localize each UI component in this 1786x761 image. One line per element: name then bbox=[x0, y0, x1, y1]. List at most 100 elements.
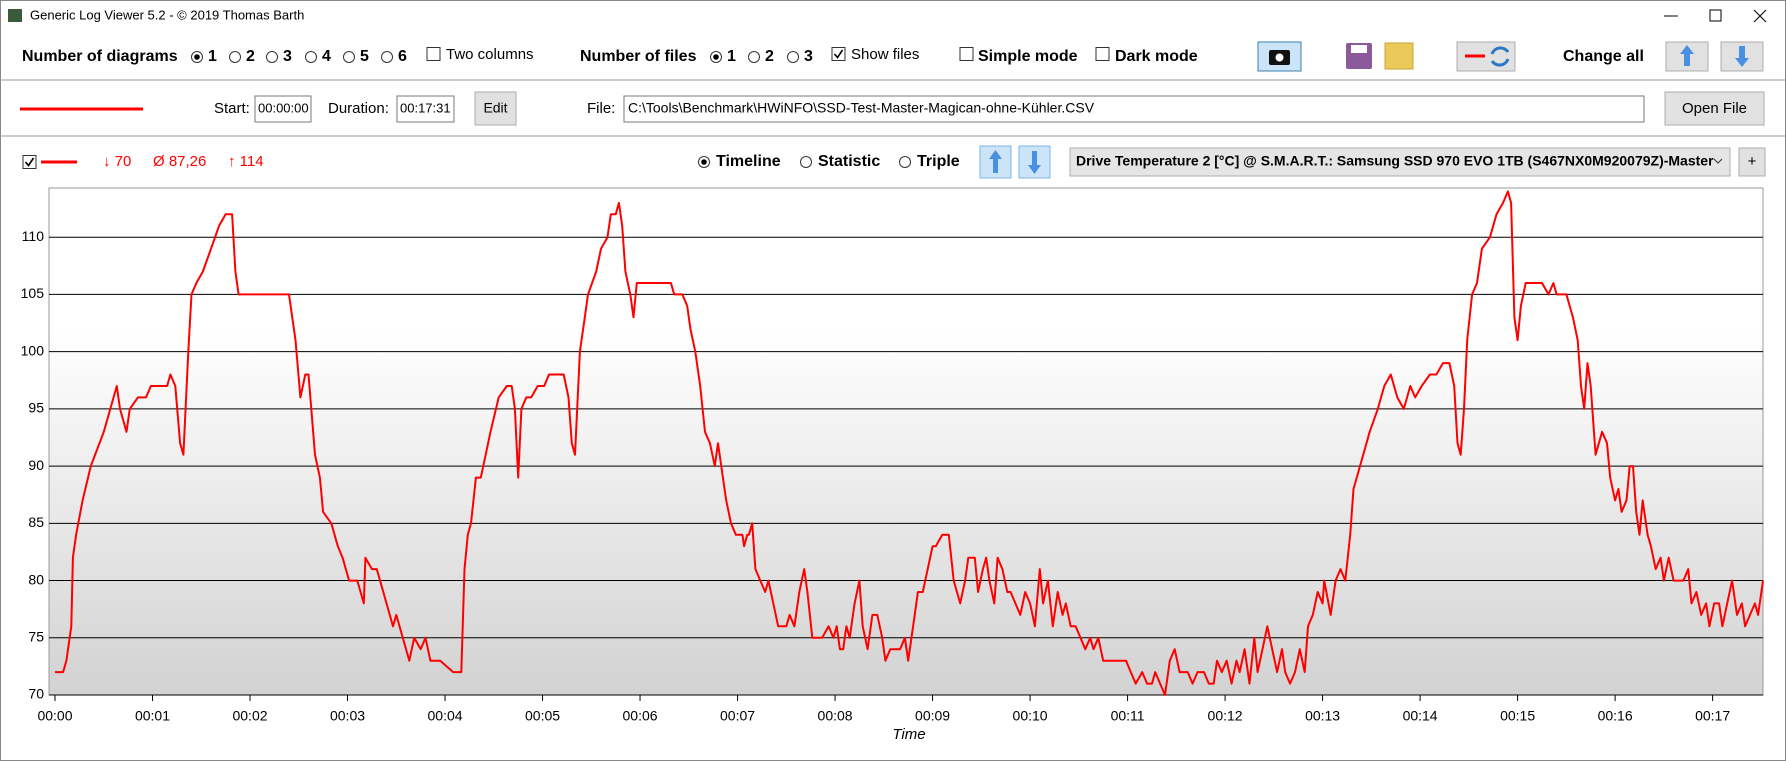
start-input[interactable] bbox=[254, 95, 312, 123]
radio-button[interactable] bbox=[381, 51, 393, 63]
x-tick-label: 00:06 bbox=[623, 708, 658, 724]
x-tick-label: 00:12 bbox=[1208, 708, 1243, 724]
min-stat: ↓ 70 bbox=[103, 153, 131, 170]
x-tick-label: 00:10 bbox=[1013, 708, 1048, 724]
close-button[interactable] bbox=[1753, 9, 1767, 23]
y-tick-label: 90 bbox=[28, 457, 44, 473]
duration-input[interactable] bbox=[396, 95, 455, 123]
edit-label: Edit bbox=[483, 100, 507, 116]
refresh-icon bbox=[1490, 46, 1510, 67]
x-tick-label: 00:15 bbox=[1500, 708, 1535, 724]
diagram-option: 1 bbox=[208, 48, 217, 65]
x-tick-label: 00:14 bbox=[1403, 708, 1438, 724]
file-input[interactable] bbox=[623, 95, 1645, 123]
check-mark bbox=[833, 49, 844, 59]
check-mark bbox=[24, 157, 35, 167]
radio-button[interactable] bbox=[229, 51, 241, 63]
file-path: C:\Tools\Benchmark\HWiNFO\SSD-Test-Maste… bbox=[628, 100, 1095, 116]
diagram-option: 5 bbox=[360, 48, 369, 65]
sensor-combobox[interactable] bbox=[1069, 147, 1731, 177]
x-tick-label: 00:13 bbox=[1305, 708, 1340, 724]
diagram-option: 4 bbox=[322, 48, 331, 65]
sensor-name: Drive Temperature 2 [°C] @ S.M.A.R.T.: S… bbox=[1076, 153, 1714, 169]
y-tick-label: 105 bbox=[21, 285, 45, 301]
window-title: Generic Log Viewer 5.2 - © 2019 Thomas B… bbox=[30, 7, 304, 22]
change-all-label: Change all bbox=[1563, 48, 1644, 65]
two-columns-label: Two columns bbox=[446, 46, 534, 63]
file-option: 1 bbox=[727, 48, 736, 65]
camera-lens bbox=[1275, 53, 1284, 62]
radio-button[interactable] bbox=[343, 51, 355, 63]
diagram-option: 6 bbox=[398, 48, 407, 65]
start-value: 00:00:00 bbox=[258, 100, 309, 115]
move-up-all-arrow bbox=[1680, 45, 1694, 66]
radio-button[interactable] bbox=[266, 51, 278, 63]
x-axis-label: Time bbox=[892, 726, 925, 743]
x-tick-label: 00:17 bbox=[1695, 708, 1730, 724]
radio-button[interactable] bbox=[305, 51, 317, 63]
y-tick-label: 100 bbox=[21, 342, 45, 358]
x-tick-label: 00:09 bbox=[915, 708, 950, 724]
folder-button[interactable] bbox=[1384, 42, 1414, 70]
x-tick-label: 00:08 bbox=[818, 708, 853, 724]
view-option: Statistic bbox=[818, 153, 880, 170]
x-tick-label: 00:16 bbox=[1598, 708, 1633, 724]
dark-mode-label: Dark mode bbox=[1115, 48, 1198, 65]
radio-button[interactable] bbox=[787, 51, 799, 63]
move-up-arrow bbox=[989, 150, 1002, 173]
radio-button[interactable] bbox=[800, 156, 812, 168]
avg-stat: Ø 87,26 bbox=[153, 153, 206, 170]
screenshot-button[interactable] bbox=[1257, 41, 1302, 72]
app-icon bbox=[8, 9, 22, 22]
save-label bbox=[1351, 45, 1367, 53]
diagrams-label: Number of diagrams bbox=[22, 48, 178, 65]
duration-value: 00:17:31 bbox=[400, 100, 451, 115]
add-diagram-label: + bbox=[1748, 153, 1757, 170]
duration-label: Duration: bbox=[328, 100, 389, 117]
x-tick-label: 00:11 bbox=[1111, 708, 1145, 724]
file-option: 3 bbox=[804, 48, 813, 65]
x-tick-label: 00:05 bbox=[525, 708, 560, 724]
x-tick-label: 00:02 bbox=[232, 708, 267, 724]
add-diagram-button[interactable] bbox=[1738, 147, 1766, 177]
radio-dot bbox=[713, 54, 719, 60]
radio-dot bbox=[194, 54, 200, 60]
y-tick-label: 80 bbox=[28, 571, 44, 587]
y-tick-label: 110 bbox=[22, 228, 45, 244]
start-label: Start: bbox=[214, 100, 250, 117]
checkbox[interactable] bbox=[22, 155, 37, 169]
radio-dot bbox=[701, 159, 707, 165]
data-line bbox=[55, 190, 1764, 696]
file-label: File: bbox=[587, 100, 615, 117]
maximize-button[interactable] bbox=[1709, 9, 1722, 22]
x-tick-label: 00:00 bbox=[37, 708, 72, 724]
checkbox[interactable] bbox=[959, 47, 974, 61]
plot-area bbox=[48, 187, 1764, 696]
simple-mode-label: Simple mode bbox=[978, 48, 1078, 65]
x-tick-label: 00:04 bbox=[428, 708, 463, 724]
files-label: Number of files bbox=[580, 48, 697, 65]
y-tick-label: 85 bbox=[28, 514, 44, 530]
open-file-label: Open File bbox=[1682, 100, 1747, 117]
x-tick-label: 00:07 bbox=[720, 708, 755, 724]
combobox-chevron bbox=[1713, 158, 1723, 164]
checkbox[interactable] bbox=[1095, 47, 1110, 61]
file-option: 2 bbox=[765, 48, 774, 65]
view-option: Timeline bbox=[716, 153, 781, 170]
y-tick-label: 70 bbox=[28, 686, 44, 702]
view-option: Triple bbox=[917, 153, 960, 170]
radio-button[interactable] bbox=[748, 51, 760, 63]
edit-button[interactable] bbox=[474, 91, 517, 126]
x-tick-label: 00:01 bbox=[135, 708, 170, 724]
checkbox[interactable] bbox=[426, 47, 441, 61]
checkbox[interactable] bbox=[831, 47, 846, 61]
y-tick-label: 75 bbox=[28, 628, 44, 644]
move-down-all-arrow bbox=[1735, 46, 1749, 67]
radio-button[interactable] bbox=[899, 156, 911, 168]
y-tick-label: 95 bbox=[28, 400, 44, 416]
move-down-arrow bbox=[1028, 151, 1041, 174]
show-files-label: Show files bbox=[851, 46, 919, 63]
open-file-button[interactable] bbox=[1664, 91, 1765, 126]
